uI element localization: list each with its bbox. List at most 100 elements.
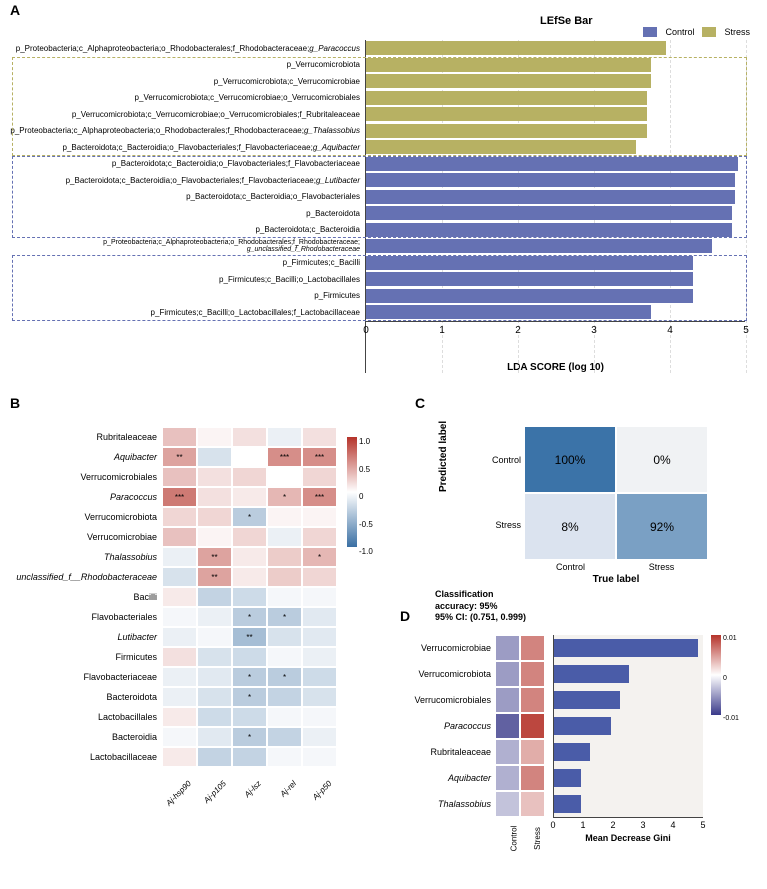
panel-b-cell <box>162 527 197 547</box>
lefse-bar <box>366 74 651 88</box>
lefse-ylabel: p_Firmicutes;c_Bacilli;o_Lactobacillales… <box>10 304 365 321</box>
panel-b-cell: * <box>232 607 267 627</box>
panel-d-bar <box>554 691 620 709</box>
legend-stress-label: Stress <box>724 27 750 37</box>
conf-cell: 8% <box>525 494 615 559</box>
panel-b-cell <box>197 447 232 467</box>
panel-b-cell <box>302 467 337 487</box>
lefse-ylabel: p_Bacteroidota;c_Bacteroidia;o_Flavobact… <box>10 189 365 206</box>
panel-d-xtick: 1 <box>580 820 585 830</box>
panel-d-bar <box>554 665 629 683</box>
panel-b-cell <box>302 427 337 447</box>
colorbar-tick: 0 <box>359 492 363 501</box>
panel-a-legend: Control Stress <box>643 27 750 37</box>
panel-b-ylabel: Verrucomicrobiales <box>12 467 162 487</box>
panel-d-heatmap <box>495 635 545 817</box>
panel-b-cell <box>302 607 337 627</box>
panel-d-heat-cell <box>495 661 520 687</box>
panel-b-cell <box>197 707 232 727</box>
panel-d: VerrucomicrobiaeVerrucomicrobiotaVerruco… <box>400 620 760 859</box>
panel-b-cell <box>267 707 302 727</box>
panel-b-cell <box>267 747 302 767</box>
colorbar-tick: 0.01 <box>723 635 737 642</box>
panel-b-cell: * <box>232 687 267 707</box>
panel-d-heat-cell <box>495 635 520 661</box>
panel-b-cell <box>197 747 232 767</box>
lefse-bar <box>366 239 712 253</box>
lefse-xtick: 4 <box>667 325 673 336</box>
panel-b-cell <box>302 707 337 727</box>
lefse-ylabel: p_Proteobacteria;c_Alphaproteobacteria;o… <box>10 238 365 255</box>
panel-b-cell: * <box>267 667 302 687</box>
panel-d-heat-cell <box>520 765 545 791</box>
panel-b-cell <box>232 647 267 667</box>
legend-control-swatch <box>643 27 657 37</box>
panel-b-cell: *** <box>267 447 302 467</box>
panel-d-xtick: 5 <box>700 820 705 830</box>
panel-b-cell <box>162 607 197 627</box>
conf-xlabel: Control <box>525 562 616 572</box>
lefse-bar <box>366 107 647 121</box>
panel-b-ylabel: Flavobacteriaceae <box>12 667 162 687</box>
panel-d-heat-xlabel: Control <box>495 819 520 859</box>
panel-b-xlabel: Aj-rel <box>267 769 302 814</box>
panel-b-ylabel: Bacteroidota <box>12 687 162 707</box>
panel-d-ylabel: Thalassobius <box>400 791 495 817</box>
panel-d-ylabel: Rubritaleaceae <box>400 739 495 765</box>
panel-b-ylabel: Verrucomicrobiota <box>12 507 162 527</box>
panel-b-cell: ** <box>162 447 197 467</box>
panel-b-cell <box>302 567 337 587</box>
panel-b-cell <box>302 587 337 607</box>
panel-d-bar <box>554 743 590 761</box>
panel-a: LEfSe Bar Control Stress p_Proteobacteri… <box>10 15 760 373</box>
panel-b-cell <box>162 667 197 687</box>
panel-b-xlabels: Aj-hsp90Aj-p105Aj-lszAj-relAj-p50 <box>162 769 402 814</box>
panel-b-cell: * <box>267 487 302 507</box>
panel-b-cell <box>267 587 302 607</box>
panel-b-cell <box>197 687 232 707</box>
lefse-ylabel: p_Bacteroidota;c_Bacteroidia;o_Flavobact… <box>10 139 365 156</box>
legend-control-label: Control <box>665 27 694 37</box>
lefse-ylabel: p_Firmicutes;c_Bacilli;o_Lactobacillales <box>10 271 365 288</box>
lefse-xtick: 5 <box>743 325 749 336</box>
panel-d-heat-cell <box>520 661 545 687</box>
panel-d-heat-cell <box>520 739 545 765</box>
panel-d-heat-cell <box>520 713 545 739</box>
conf-ylabel: Stress <box>485 492 525 557</box>
panel-c-label: C <box>415 395 425 411</box>
lefse-bar <box>366 223 732 237</box>
panel-d-bar <box>554 717 611 735</box>
panel-b-cell <box>232 467 267 487</box>
lefse-ylabel: p_Bacteroidota;c_Bacteroidia;o_Flavobact… <box>10 156 365 173</box>
lefse-bar <box>366 272 693 286</box>
lefse-bar <box>366 157 738 171</box>
colorbar-tick: 0 <box>723 675 727 682</box>
panel-b-cell <box>197 487 232 507</box>
panel-b-cell <box>302 507 337 527</box>
conf-ytitle: Predicted label <box>438 421 449 492</box>
panel-b-cell <box>302 647 337 667</box>
panel-b-xlabel: Aj-lsz <box>232 769 267 814</box>
lefse-xtick: 2 <box>515 325 521 336</box>
panel-b-ylabel: Lutibacter <box>12 627 162 647</box>
panel-b-cell <box>197 627 232 647</box>
panel-b-ylabels: RubritaleaceaeAquibacterVerrucomicrobial… <box>12 427 162 767</box>
panel-d-ylabel: Verrucomicrobiota <box>400 661 495 687</box>
conf-xlabels: ControlStress <box>525 562 750 572</box>
panel-b-cell: * <box>267 607 302 627</box>
panel-b-heatmap: ***************************** <box>162 427 337 767</box>
panel-b-label: B <box>10 395 20 411</box>
lefse-ylabel: p_Verrucomicrobiota;c_Verrucomicrobiae;o… <box>10 90 365 107</box>
lefse-xtick: 3 <box>591 325 597 336</box>
panel-d-bar <box>554 769 581 787</box>
lefse-ylabel: p_Verrucomicrobiota <box>10 57 365 74</box>
panel-b-cell <box>302 627 337 647</box>
panel-b-cell <box>267 687 302 707</box>
panel-d-heat-cell <box>520 687 545 713</box>
lefse-ylabel: p_Bacteroidota;c_Bacteroidia <box>10 222 365 239</box>
panel-d-bar <box>554 795 581 813</box>
colorbar-tick: -0.5 <box>359 520 373 529</box>
panel-b-cell: * <box>302 547 337 567</box>
panel-b-cell <box>232 567 267 587</box>
panel-b-cell <box>162 427 197 447</box>
